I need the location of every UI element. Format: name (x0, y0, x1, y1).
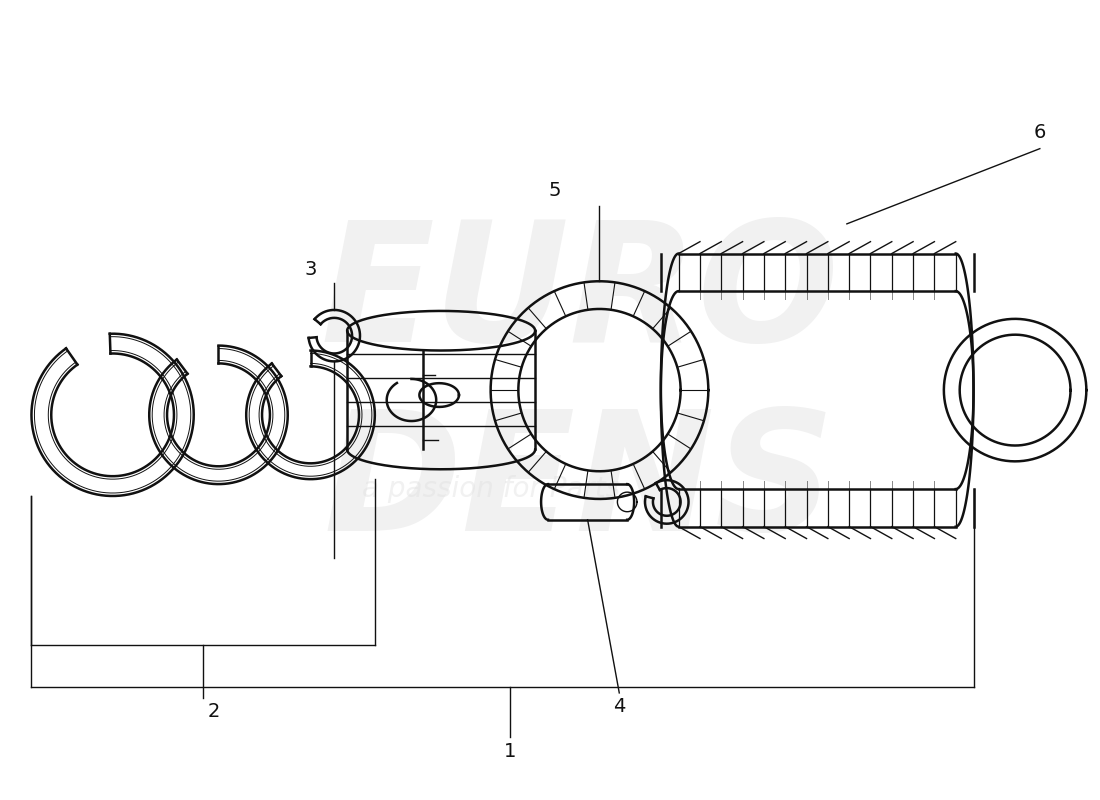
Text: 3: 3 (305, 260, 317, 279)
Text: 4: 4 (613, 698, 626, 716)
Text: 2: 2 (208, 702, 220, 722)
Text: EURO
DENS: EURO DENS (320, 214, 839, 566)
Text: a passion for Parts: a passion for Parts (362, 475, 619, 503)
Text: 5: 5 (549, 181, 561, 200)
Text: 1: 1 (504, 742, 517, 761)
Text: 6: 6 (1034, 123, 1046, 142)
